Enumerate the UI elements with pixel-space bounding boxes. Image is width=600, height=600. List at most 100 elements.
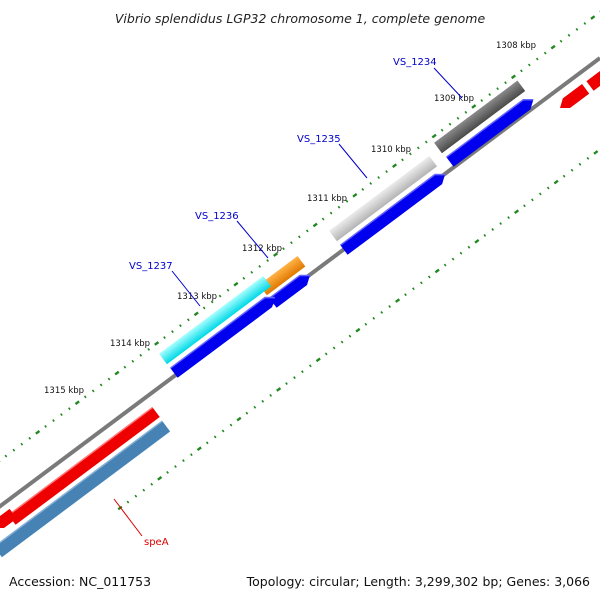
scale-tick — [391, 163, 398, 168]
gene-label-vs1236[interactable]: VS_1236 — [195, 211, 239, 222]
scale-tick — [290, 241, 293, 245]
scale-label-1315: 1315 kbp — [44, 386, 84, 396]
scale-tick — [431, 133, 437, 139]
scale-label-1312: 1312 kbp — [242, 244, 282, 254]
scale-tick — [377, 176, 381, 179]
rna-feature-topright-2[interactable] — [586, 69, 600, 91]
scale-tick — [179, 324, 182, 328]
scale-tick — [202, 306, 206, 310]
scale-tick — [593, 150, 599, 155]
scale-tick — [345, 199, 349, 203]
feature-vs1237[interactable] — [159, 275, 272, 365]
scale-tick — [401, 158, 404, 162]
scale-tick — [139, 353, 143, 357]
scale-tick — [123, 365, 127, 369]
scale-tick — [471, 104, 477, 109]
scale-tick — [117, 505, 123, 511]
rna-feature-left-edge[interactable] — [0, 508, 17, 533]
scale-tick — [586, 156, 590, 160]
scale-tick — [416, 146, 420, 150]
callout-line-spea — [113, 498, 143, 537]
scale-label-1309: 1309 kbp — [434, 94, 474, 104]
callout-lines — [171, 67, 463, 307]
scale-tick — [308, 364, 312, 368]
scale-tick — [578, 162, 582, 166]
scale-tick — [559, 39, 563, 43]
scale-tick — [266, 259, 269, 262]
scale-tick — [369, 182, 373, 185]
scale-tick — [134, 494, 138, 498]
scale-tick — [150, 482, 154, 486]
scale-tick — [242, 276, 246, 280]
scale-label-1308: 1308 kbp — [496, 41, 536, 51]
scale-label-1310: 1310 kbp — [371, 145, 411, 155]
scale-tick — [297, 235, 301, 239]
scale-tick — [504, 81, 507, 85]
map-title: Vibrio splendidus LGP32 chromosome 1, co… — [115, 11, 486, 26]
scale-tick — [419, 281, 423, 285]
scale-tick — [424, 140, 428, 144]
scale-tick — [226, 288, 230, 292]
feature-vs1236[interactable] — [259, 256, 306, 296]
scale-tick — [312, 222, 318, 228]
scale-tick — [520, 69, 523, 73]
scale-tick — [285, 382, 288, 385]
scale-tick — [193, 311, 199, 317]
scale-tick — [35, 430, 41, 435]
scale-tick — [513, 209, 520, 214]
scale-tick — [404, 293, 407, 297]
scale-tick — [543, 51, 547, 55]
scale-tick — [553, 179, 559, 185]
gene-label-vs1234[interactable]: VS_1234 — [393, 57, 437, 68]
scale-tick — [531, 198, 534, 202]
scale-tick — [459, 251, 463, 255]
inner-tick-track — [117, 150, 599, 511]
scale-label-1313: 1313 kbp — [177, 292, 217, 302]
scale-tick — [395, 298, 401, 303]
rna-feature-topright-1[interactable] — [556, 84, 590, 113]
gene-label-vs1235[interactable]: VS_1235 — [297, 134, 341, 145]
scale-tick — [91, 389, 95, 393]
scale-tick — [496, 87, 499, 91]
scale-tick — [190, 453, 193, 457]
scale-tick — [467, 245, 471, 249]
feature-vs1234[interactable] — [434, 80, 526, 154]
gene-label-spea[interactable]: speA — [144, 537, 169, 548]
scale-tick — [213, 435, 217, 439]
cds-arrow-vs1237[interactable] — [169, 293, 278, 378]
scale-tick — [107, 377, 111, 381]
scale-tick — [171, 330, 174, 334]
scale-tick — [434, 268, 440, 274]
scale-tick — [182, 459, 185, 463]
scale-tick — [83, 395, 87, 399]
scale-tick — [44, 425, 47, 428]
scale-tick — [258, 264, 262, 268]
gene-label-vs1237[interactable]: VS_1237 — [129, 261, 173, 272]
scale-tick — [427, 275, 431, 279]
gene-bar-spea[interactable] — [0, 420, 171, 558]
scale-tick — [233, 281, 239, 287]
scale-tick — [538, 192, 542, 196]
scale-label-1314: 1314 kbp — [110, 339, 150, 349]
scale-tick — [282, 247, 285, 251]
scale-tick — [355, 327, 361, 333]
feature-vs1235[interactable] — [329, 155, 438, 242]
scale-tick — [385, 170, 388, 174]
scale-tick — [293, 376, 296, 380]
scale-tick — [480, 99, 484, 102]
scale-tick — [221, 429, 225, 433]
accession-text: Accession: NC_011753 — [9, 574, 151, 589]
scale-tick — [210, 300, 214, 304]
scale-tick — [126, 500, 130, 504]
rna-feature-spea[interactable] — [7, 406, 160, 525]
scale-tick — [163, 336, 166, 339]
scale-tick — [157, 476, 163, 481]
scale-tick — [174, 465, 177, 468]
cds-arrow-vs1234[interactable] — [445, 95, 536, 167]
scale-tick — [261, 399, 265, 403]
scale-tick — [245, 411, 249, 415]
scale-tick — [324, 352, 328, 356]
scale-tick — [114, 370, 120, 376]
cds-arrow-vs1236[interactable] — [268, 271, 313, 308]
cds-arrow-vs1235[interactable] — [339, 170, 448, 255]
